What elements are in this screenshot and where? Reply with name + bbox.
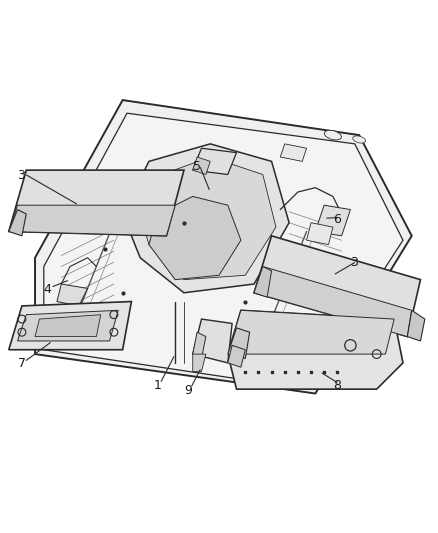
- Polygon shape: [315, 205, 350, 236]
- Polygon shape: [9, 170, 184, 236]
- Polygon shape: [9, 209, 26, 236]
- Text: 5: 5: [193, 160, 201, 173]
- Polygon shape: [140, 157, 276, 280]
- Polygon shape: [228, 328, 250, 359]
- Ellipse shape: [353, 136, 366, 143]
- Text: 1: 1: [153, 379, 161, 392]
- Text: 4: 4: [44, 283, 52, 296]
- Polygon shape: [9, 302, 131, 350]
- Polygon shape: [35, 314, 101, 336]
- Text: 9: 9: [184, 384, 192, 397]
- Polygon shape: [193, 354, 206, 372]
- Polygon shape: [228, 310, 394, 354]
- Polygon shape: [57, 284, 88, 306]
- Polygon shape: [254, 266, 272, 297]
- Polygon shape: [61, 310, 105, 336]
- Polygon shape: [254, 266, 412, 336]
- Polygon shape: [193, 319, 232, 363]
- Text: 3: 3: [350, 256, 358, 270]
- Polygon shape: [193, 148, 237, 174]
- Text: 3: 3: [18, 169, 25, 182]
- Polygon shape: [193, 157, 210, 174]
- Polygon shape: [9, 205, 175, 236]
- Text: 8: 8: [333, 379, 341, 392]
- Polygon shape: [193, 332, 206, 359]
- Polygon shape: [44, 113, 403, 389]
- Polygon shape: [123, 144, 289, 293]
- Text: 6: 6: [333, 213, 341, 225]
- Polygon shape: [254, 236, 420, 336]
- Text: 7: 7: [18, 357, 25, 370]
- Polygon shape: [149, 197, 241, 280]
- Polygon shape: [280, 144, 307, 161]
- Polygon shape: [18, 310, 118, 341]
- Polygon shape: [35, 100, 412, 393]
- Polygon shape: [407, 310, 425, 341]
- Polygon shape: [228, 345, 245, 367]
- Ellipse shape: [325, 130, 341, 140]
- Polygon shape: [228, 310, 403, 389]
- Polygon shape: [307, 223, 333, 245]
